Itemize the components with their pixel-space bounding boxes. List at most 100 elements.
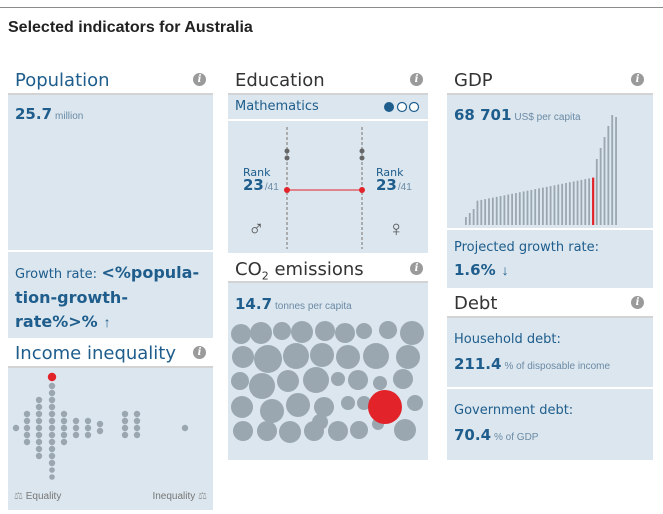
info-icon[interactable]: i xyxy=(410,73,423,86)
inequality-dot-highlight xyxy=(47,372,57,382)
gdp-bar xyxy=(511,193,513,225)
co2-bubble xyxy=(277,370,299,392)
gdp-bar xyxy=(495,196,498,225)
inequality-dot xyxy=(35,431,43,439)
debt-panel: Debt i Household debt: 211.4% of disposa… xyxy=(447,288,653,460)
gdp-bar xyxy=(538,188,540,225)
gdp-bar xyxy=(584,179,587,225)
co2-bubble-chart xyxy=(231,321,424,443)
info-icon[interactable]: i xyxy=(193,346,206,359)
household-debt-value: 211.4 xyxy=(454,355,502,373)
inequality-dot xyxy=(72,417,80,425)
co2-bubble xyxy=(303,367,329,393)
co2-bubble xyxy=(350,421,368,439)
gdp-header xyxy=(447,63,653,95)
pager-dot-active xyxy=(384,102,394,112)
inequality-body: ⚖ Equality Inequality ⚖ xyxy=(8,368,213,510)
co2-bubble xyxy=(336,345,360,369)
co2-bubble xyxy=(249,373,275,399)
gdp-bar xyxy=(607,126,610,225)
projected-growth-label: Projected growth rate: xyxy=(454,240,600,255)
co2-bubble xyxy=(232,346,254,368)
gdp-bar xyxy=(499,196,502,225)
growth-value-line1: <%popula- xyxy=(101,263,200,282)
pager-dots[interactable] xyxy=(382,100,422,114)
co2-bubble xyxy=(233,421,253,441)
rank-value-male: 23 xyxy=(243,176,264,194)
gdp-bar xyxy=(468,213,471,225)
pager-dot xyxy=(396,101,408,113)
gdp-body: 68 701 US$ per capita xyxy=(447,95,653,228)
gdp-bar xyxy=(595,159,598,225)
gdp-bar xyxy=(580,179,583,225)
inequality-dot xyxy=(96,427,104,435)
inequality-dot xyxy=(35,424,43,432)
rank-value-female: 23 xyxy=(376,176,397,194)
co2-bubble xyxy=(335,323,355,343)
rank-chart xyxy=(284,127,365,249)
co2-bubble xyxy=(331,372,345,386)
co2-bubble xyxy=(231,324,251,344)
gdp-panel: GDP i 68 701 US$ per capita Projected gro… xyxy=(447,63,653,288)
gdp-bar xyxy=(553,185,556,225)
inequality-dot xyxy=(181,424,189,432)
co2-bubble xyxy=(357,396,371,410)
inequality-dot xyxy=(84,417,92,425)
gdp-growth: Projected growth rate: 1.6% ↓ xyxy=(447,230,653,288)
inequality-dot xyxy=(60,417,68,425)
inequality-dot xyxy=(48,403,56,411)
gdp-bar xyxy=(542,187,544,225)
co2-unit: tonnes per capita xyxy=(275,301,352,312)
female-icon: ♀ xyxy=(388,216,405,241)
inequality-dot xyxy=(35,396,43,404)
subject-label: Mathematics xyxy=(235,99,319,114)
inequality-header xyxy=(8,338,213,368)
arrow-down-icon: ↓ xyxy=(501,262,509,278)
inequality-dot xyxy=(121,424,129,432)
growth-value-line3: rate%>% xyxy=(15,312,98,331)
info-icon[interactable]: i xyxy=(193,73,206,86)
rank-label-female: Rank xyxy=(376,166,404,179)
inequality-dot xyxy=(35,445,43,453)
gdp-bar xyxy=(611,115,614,225)
co2-bubble xyxy=(314,397,334,417)
inequality-dot xyxy=(60,424,68,432)
population-title: Population xyxy=(15,70,110,91)
co2-bubble xyxy=(310,343,334,367)
info-icon[interactable]: i xyxy=(410,262,423,275)
co2-panel: CO2 emissions i 14.7 tonnes per capita xyxy=(228,253,428,460)
gdp-bar xyxy=(480,199,483,225)
gdp-bar xyxy=(576,180,579,225)
equality-label: Equality xyxy=(25,491,62,502)
gdp-bar xyxy=(507,194,510,225)
co2-bubble xyxy=(394,419,416,441)
education-title: Education xyxy=(235,70,325,91)
gdp-bar xyxy=(522,191,525,225)
inequality-dot xyxy=(48,396,56,404)
inequality-dot xyxy=(48,445,56,453)
household-debt-label: Household debt: xyxy=(454,332,561,347)
gdp-value: 68 701 xyxy=(454,106,512,124)
inequality-dot xyxy=(72,431,80,439)
gdp-bar xyxy=(545,186,548,225)
gdp-bar xyxy=(488,198,490,225)
government-debt-value: 70.4 xyxy=(454,426,492,444)
gdp-bar xyxy=(549,186,552,225)
inequality-dot xyxy=(121,410,129,418)
co2-bubble xyxy=(279,421,301,443)
inequality-dot xyxy=(48,382,56,390)
population-panel: Population i 25.7 million Growth rate: <%… xyxy=(8,63,213,338)
population-body: 25.7 million xyxy=(8,95,213,250)
gdp-bar xyxy=(565,183,567,225)
growth-value-line2: tion-growth- xyxy=(15,288,128,307)
growth-label: Growth rate: xyxy=(15,267,97,282)
co2-bubble xyxy=(373,376,387,390)
scale-icon: ⚖ xyxy=(198,491,207,502)
population-unit: million xyxy=(55,111,84,122)
gdp-bar xyxy=(568,182,571,225)
co2-title: CO2 emissions xyxy=(235,259,364,283)
gdp-bar xyxy=(515,193,517,225)
info-icon[interactable]: i xyxy=(631,296,644,309)
info-icon[interactable]: i xyxy=(631,73,644,86)
education-subject-bar: Mathematics xyxy=(228,95,428,119)
